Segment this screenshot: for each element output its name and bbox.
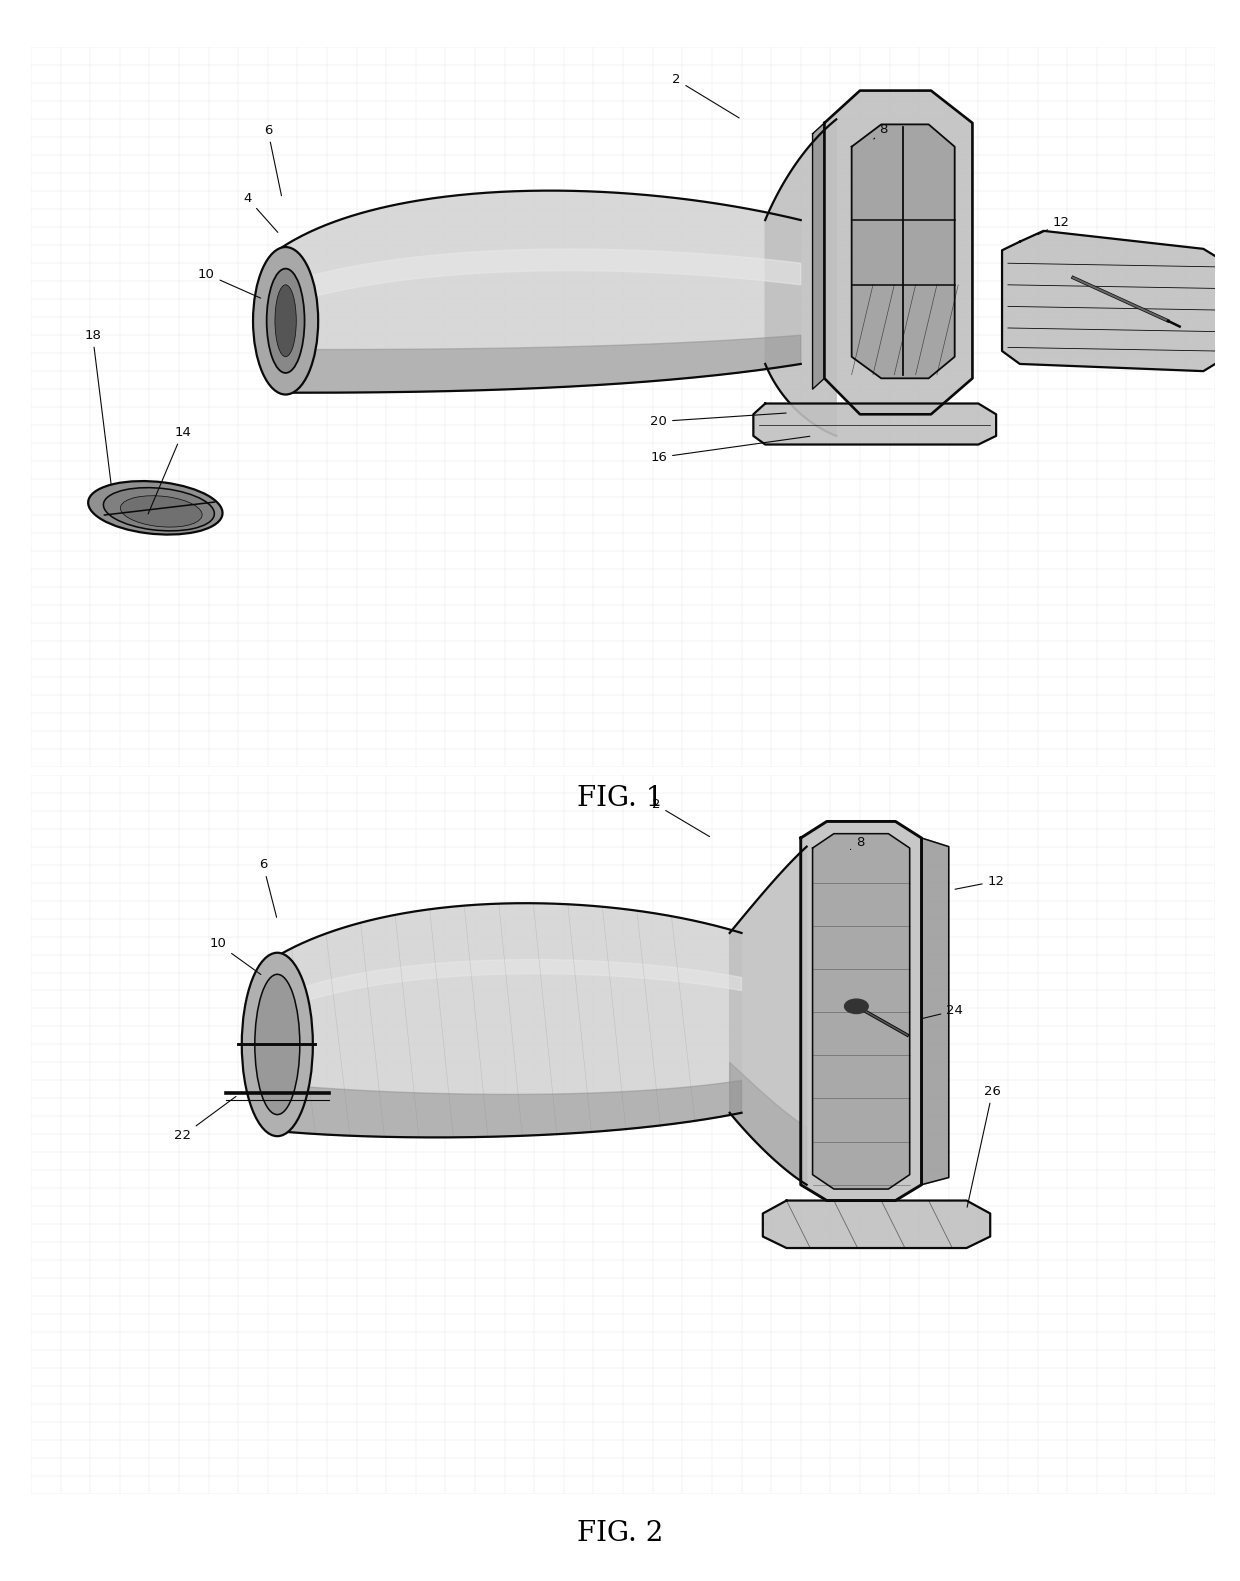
Polygon shape bbox=[801, 822, 921, 1200]
Text: 20: 20 bbox=[650, 413, 786, 428]
Polygon shape bbox=[280, 191, 801, 392]
Ellipse shape bbox=[267, 269, 305, 373]
Ellipse shape bbox=[242, 953, 312, 1137]
Polygon shape bbox=[812, 123, 825, 389]
Text: FIG. 1: FIG. 1 bbox=[577, 784, 663, 813]
Polygon shape bbox=[921, 838, 949, 1184]
Text: 22: 22 bbox=[174, 1097, 236, 1143]
Text: 8: 8 bbox=[874, 123, 888, 139]
Polygon shape bbox=[280, 335, 801, 392]
Ellipse shape bbox=[103, 487, 215, 531]
Text: 24: 24 bbox=[921, 1004, 963, 1018]
Text: FIG. 2: FIG. 2 bbox=[577, 1519, 663, 1548]
Polygon shape bbox=[852, 125, 955, 378]
Text: 14: 14 bbox=[148, 425, 191, 514]
Text: 18: 18 bbox=[84, 329, 112, 485]
Ellipse shape bbox=[253, 247, 319, 395]
Ellipse shape bbox=[275, 285, 296, 357]
Polygon shape bbox=[812, 833, 910, 1189]
Polygon shape bbox=[825, 90, 972, 414]
Polygon shape bbox=[763, 1200, 991, 1247]
Ellipse shape bbox=[254, 974, 300, 1115]
Text: 16: 16 bbox=[650, 436, 810, 463]
Polygon shape bbox=[280, 250, 801, 307]
Text: 4: 4 bbox=[243, 191, 278, 232]
Polygon shape bbox=[1002, 231, 1221, 372]
Text: 26: 26 bbox=[967, 1085, 1001, 1208]
Polygon shape bbox=[274, 903, 742, 1137]
Ellipse shape bbox=[120, 496, 202, 526]
Polygon shape bbox=[765, 119, 836, 436]
Text: 8: 8 bbox=[851, 836, 864, 849]
Text: 12: 12 bbox=[955, 874, 1004, 889]
Circle shape bbox=[844, 999, 868, 1013]
Polygon shape bbox=[729, 1062, 807, 1184]
Ellipse shape bbox=[88, 481, 222, 534]
Text: 10: 10 bbox=[198, 267, 260, 299]
Text: 2: 2 bbox=[652, 798, 709, 836]
Polygon shape bbox=[729, 846, 807, 1184]
Text: 6: 6 bbox=[264, 123, 281, 196]
Text: 6: 6 bbox=[259, 858, 277, 917]
Polygon shape bbox=[754, 403, 996, 444]
Polygon shape bbox=[274, 960, 742, 1012]
Text: 12: 12 bbox=[1038, 217, 1070, 234]
Text: 10: 10 bbox=[210, 938, 260, 974]
Text: 2: 2 bbox=[672, 73, 739, 119]
Polygon shape bbox=[274, 1080, 742, 1137]
